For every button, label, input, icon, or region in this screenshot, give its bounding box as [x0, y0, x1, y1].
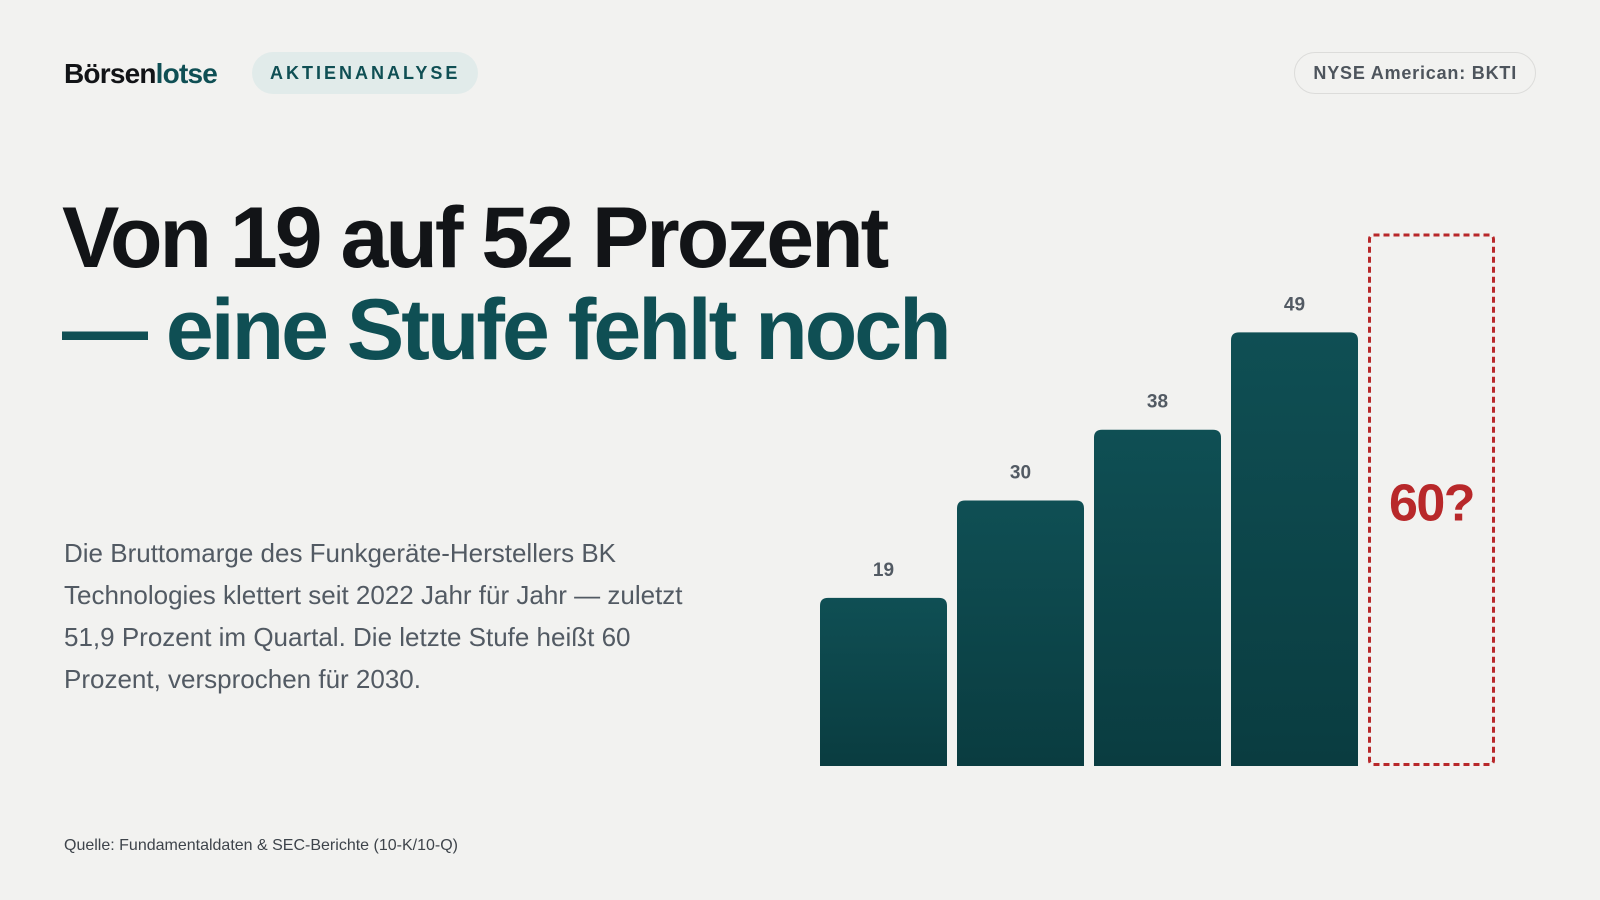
bar	[820, 597, 947, 766]
margin-bar-chart: 19 30 38 49 60?	[820, 233, 1495, 766]
brand-part1: Börsen	[64, 58, 156, 89]
bars-layer: 19 30 38 49 60?	[820, 233, 1495, 766]
ticker-badge: NYSE American: BKTI	[1294, 52, 1536, 94]
category-tag: AKTIENANALYSE	[252, 52, 479, 94]
bar-value-label: 38	[1147, 392, 1168, 413]
bar-value-label: 19	[873, 560, 894, 581]
source-note: Quelle: Fundamentaldaten & SEC-Berichte …	[64, 837, 458, 854]
page-title: Von 19 auf 52 Prozent — eine Stufe fehlt…	[62, 192, 962, 376]
bar	[1094, 429, 1221, 766]
title-line-2: — eine Stufe fehlt noch	[62, 282, 952, 378]
bar-value-label: 30	[1010, 463, 1031, 484]
title-line-1: Von 19 auf 52 Prozent	[62, 190, 889, 286]
target-value-label: 60?	[1389, 475, 1474, 533]
target-bar-outline	[1368, 233, 1495, 766]
brand-part2: lotse	[155, 58, 218, 89]
bar	[1231, 332, 1358, 766]
brand-logo: Börsenlotse	[64, 57, 218, 91]
intro-text: Die Bruttomarge des Funkgeräte-Herstelle…	[64, 538, 683, 694]
bar	[957, 500, 1084, 766]
bar-value-label: 49	[1284, 294, 1305, 315]
